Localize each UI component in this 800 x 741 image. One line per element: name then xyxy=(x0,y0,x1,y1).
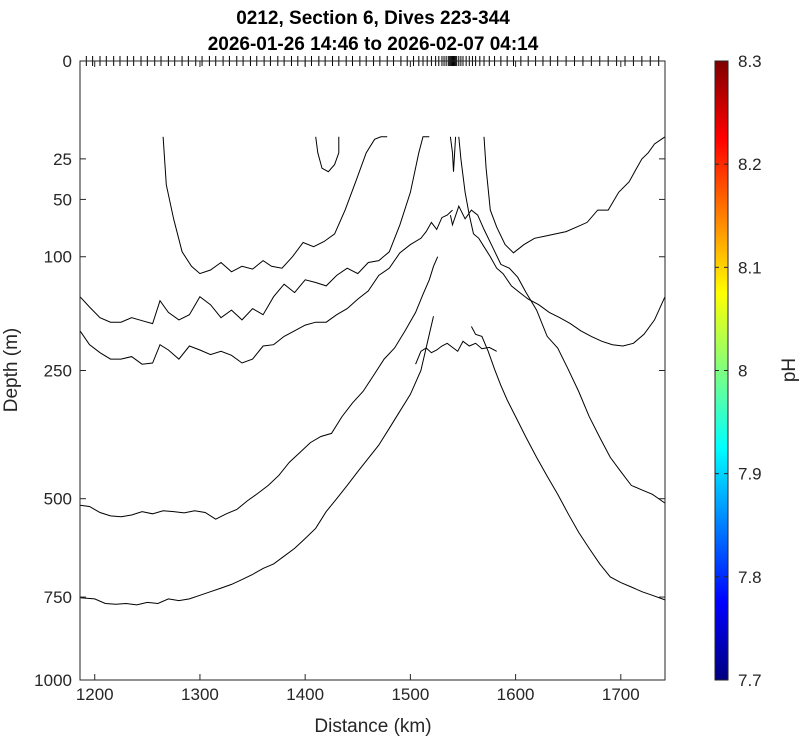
colorbar-tick-label: 8.2 xyxy=(738,155,762,174)
x-tick-label: 1500 xyxy=(391,685,429,704)
x-tick-label: 1200 xyxy=(76,685,114,704)
colorbar-label: pH xyxy=(779,358,800,382)
contour-line-2 xyxy=(79,209,453,365)
contour-line-4 xyxy=(79,316,434,606)
colorbar-tick-label: 7.9 xyxy=(738,465,762,484)
contour-line-8 xyxy=(483,136,666,254)
x-tick-label: 1700 xyxy=(602,685,640,704)
y-axis-ticks: 0 25 50 100 250 500 750 1000 xyxy=(34,52,665,690)
contour-line-9 xyxy=(315,136,340,173)
y-tick-label: 1000 xyxy=(34,671,72,690)
colorbar-ticks: 7.7 7.8 7.9 8 8.1 8.2 8.3 xyxy=(715,52,762,690)
x-tick-label: 1400 xyxy=(286,685,324,704)
contour-line-0 xyxy=(162,136,388,275)
contour-line-10 xyxy=(449,136,457,172)
contour-line-6 xyxy=(470,326,666,601)
colorbar-tick-label: 8.3 xyxy=(738,52,762,71)
x-axis-ticks: 1200 1300 1400 1500 1600 1700 xyxy=(76,61,640,704)
y-axis-label: Depth (m) xyxy=(1,328,22,412)
y-tick-label: 0 xyxy=(63,52,72,71)
x-tick-label: 1300 xyxy=(181,685,219,704)
chart-title: 0212, Section 6, Dives 223-344 xyxy=(236,8,510,29)
x-tick-label: 1600 xyxy=(497,685,535,704)
contour-lines xyxy=(79,136,666,606)
contour-line-1 xyxy=(79,136,430,325)
y-tick-label: 25 xyxy=(53,150,72,169)
colorbar-tick-label: 8.1 xyxy=(738,258,762,277)
contour-line-7 xyxy=(458,136,666,347)
contour-line-5 xyxy=(449,204,666,504)
contour-line-11 xyxy=(415,340,497,365)
chart-subtitle: 2026-01-26 14:46 to 2026-02-07 04:14 xyxy=(208,34,539,55)
colorbar-tick-label: 8 xyxy=(738,362,747,381)
y-tick-label: 750 xyxy=(44,588,72,607)
y-tick-label: 100 xyxy=(44,248,72,267)
colorbar-tick-label: 7.8 xyxy=(738,568,762,587)
y-tick-label: 500 xyxy=(44,490,72,509)
y-tick-label: 250 xyxy=(44,362,72,381)
y-tick-label: 50 xyxy=(53,190,72,209)
colorbar-tick-label: 7.7 xyxy=(738,671,762,690)
plot-area xyxy=(79,60,666,681)
x-axis-label: Distance (km) xyxy=(314,716,431,737)
contour-line-3 xyxy=(79,256,439,520)
